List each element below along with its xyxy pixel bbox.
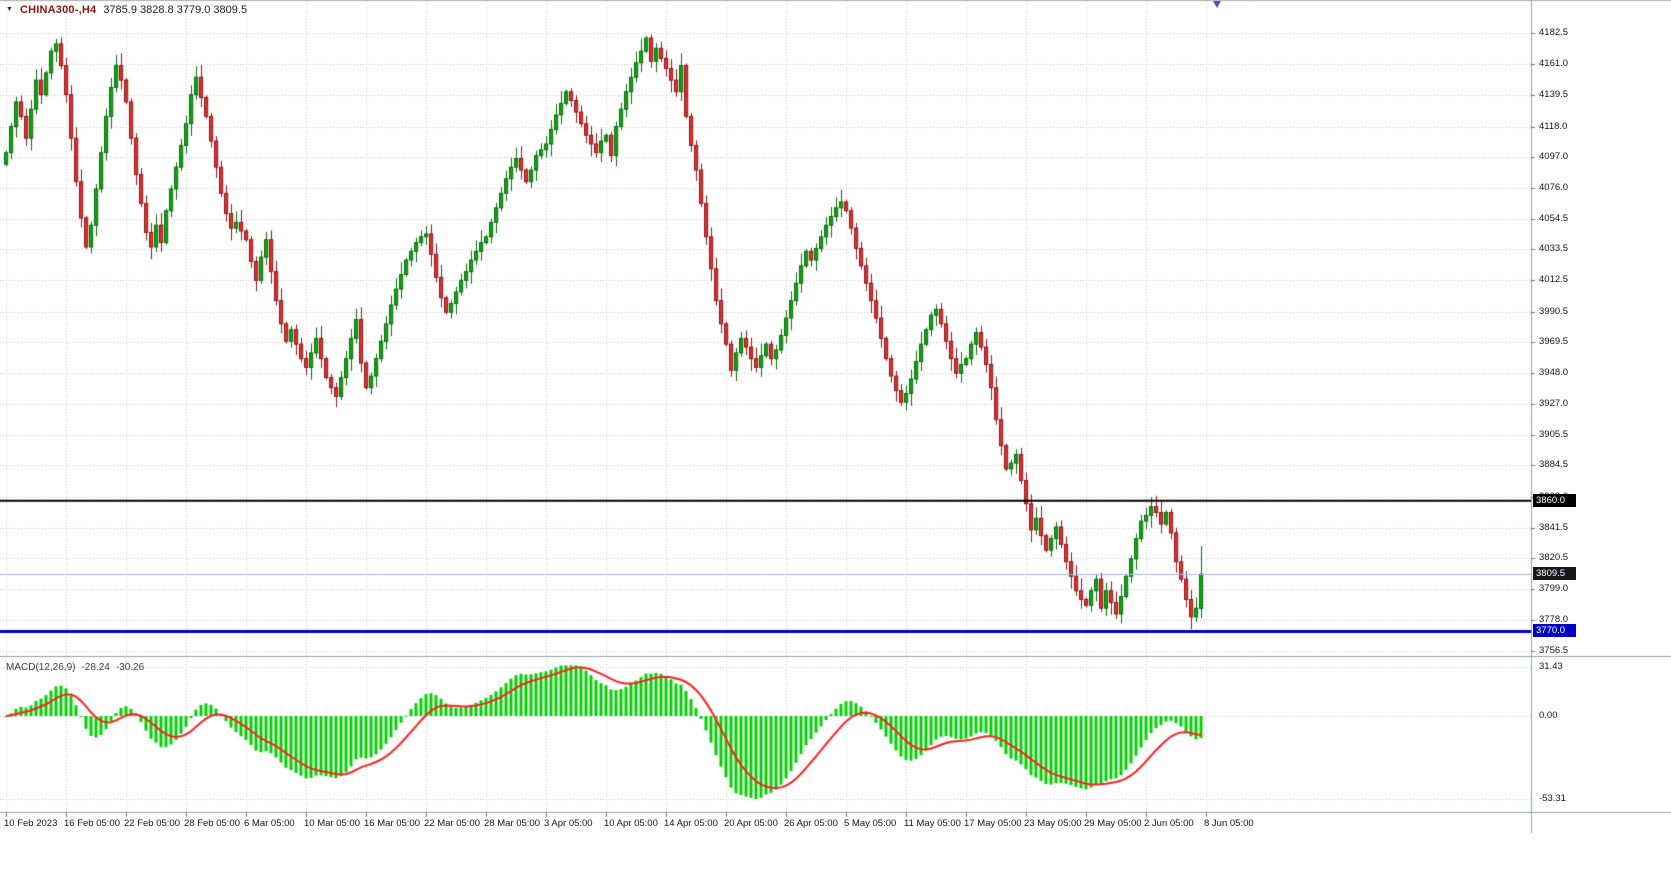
time-axis-label: 10 Feb 2023 bbox=[4, 818, 58, 829]
time-axis-label: 29 May 05:00 bbox=[1084, 818, 1142, 829]
price-axis-label: 3948.0 bbox=[1539, 367, 1569, 379]
price-axis-label: 3799.0 bbox=[1539, 583, 1569, 595]
price-axis-label: 3756.5 bbox=[1539, 645, 1569, 656]
time-axis-label: 6 Mar 05:00 bbox=[244, 818, 295, 829]
time-axis-label: 16 Mar 05:00 bbox=[364, 818, 420, 829]
time-axis-label: 5 May 05:00 bbox=[844, 818, 897, 829]
price-axis-label: 4054.5 bbox=[1539, 212, 1569, 224]
time-axis-label: 28 Feb 05:00 bbox=[184, 818, 240, 829]
time-axis-label: 22 Mar 05:00 bbox=[424, 818, 480, 829]
time-axis-label: 16 Feb 05:00 bbox=[64, 818, 120, 829]
macd-axis-label: 0.00 bbox=[1539, 710, 1558, 721]
time-axis-label: 2 Jun 05:00 bbox=[1144, 818, 1194, 829]
price-tag-resistance: 3860.0 bbox=[1533, 493, 1576, 507]
time-axis-label: 20 Apr 05:00 bbox=[724, 818, 778, 829]
macd-name: MACD(12,26,9) bbox=[6, 662, 76, 673]
price-tag-current-price: 3809.5 bbox=[1533, 567, 1576, 581]
time-axis[interactable]: 10 Feb 2023 16 Feb 05:00 22 Feb 05:00 28 Fe… bbox=[0, 812, 1671, 838]
price-axis-label: 3820.5 bbox=[1539, 552, 1569, 564]
price-axis-label: 4012.5 bbox=[1539, 273, 1569, 285]
time-axis-label: 11 May 05:00 bbox=[904, 818, 961, 829]
price-tag-support: 3770.0 bbox=[1533, 624, 1576, 638]
macd-value: -28.24 bbox=[81, 662, 110, 673]
price-axis-label: 4139.5 bbox=[1539, 89, 1569, 101]
time-axis-label: 8 Jun 05:00 bbox=[1204, 818, 1254, 829]
chart-title-overlay: ▼ CHINA300-,H4 3785.9 3828.8 3779.0 3809… bbox=[6, 4, 247, 16]
price-axis-label: 3841.5 bbox=[1539, 521, 1569, 533]
price-axis-label: 3778.0 bbox=[1539, 613, 1569, 625]
time-axis-label: 28 Mar 05:00 bbox=[484, 818, 540, 829]
macd-signal-value: -30.26 bbox=[115, 662, 145, 673]
price-axis-label: 4118.0 bbox=[1539, 120, 1568, 132]
price-axis-label: 3927.0 bbox=[1539, 397, 1569, 409]
price-axis-label: 4097.0 bbox=[1539, 151, 1569, 163]
time-axis-label: 3 Apr 05:00 bbox=[544, 818, 593, 829]
time-axis-label: 22 Feb 05:00 bbox=[124, 818, 180, 829]
price-axis-label: 4033.5 bbox=[1539, 243, 1569, 255]
time-axis-label: 10 Apr 05:00 bbox=[604, 818, 658, 829]
time-axis-label: 23 May 05:00 bbox=[1024, 818, 1082, 829]
price-axis-label: 3969.5 bbox=[1539, 336, 1569, 347]
symbol-period-label: CHINA300-,H4 bbox=[19, 4, 97, 16]
time-axis-label: 17 May 05:00 bbox=[964, 818, 1022, 829]
price-axis-label: 3990.5 bbox=[1539, 305, 1569, 317]
collapse-triangle-icon[interactable]: ▼ bbox=[6, 6, 13, 13]
macd-axis-label: 31.43 bbox=[1539, 661, 1563, 673]
macd-indicator-label: MACD(12,26,9) -28.24 -30.26 bbox=[6, 662, 144, 673]
price-axis-label: 3905.5 bbox=[1539, 428, 1569, 440]
ohlc-readout: 3785.9 3828.8 3779.0 3809.5 bbox=[103, 4, 248, 16]
price-axis[interactable]: 4182.5 4161.0 4139.5 4118.0 4097.0 4076.0 4054… bbox=[1531, 0, 1671, 812]
time-axis-label: 10 Mar 05:00 bbox=[304, 818, 360, 829]
chart-shift-marker-icon[interactable] bbox=[1213, 1, 1221, 8]
price-axis-label: 4182.5 bbox=[1539, 27, 1569, 38]
price-axis-label: 4076.0 bbox=[1539, 181, 1569, 193]
time-axis-label: 14 Apr 05:00 bbox=[664, 818, 718, 829]
macd-axis-label: -53.31 bbox=[1539, 793, 1566, 804]
price-axis-label: 4161.0 bbox=[1539, 58, 1569, 70]
price-axis-label: 3884.5 bbox=[1539, 459, 1569, 471]
time-axis-label: 26 Apr 05:00 bbox=[784, 818, 838, 829]
